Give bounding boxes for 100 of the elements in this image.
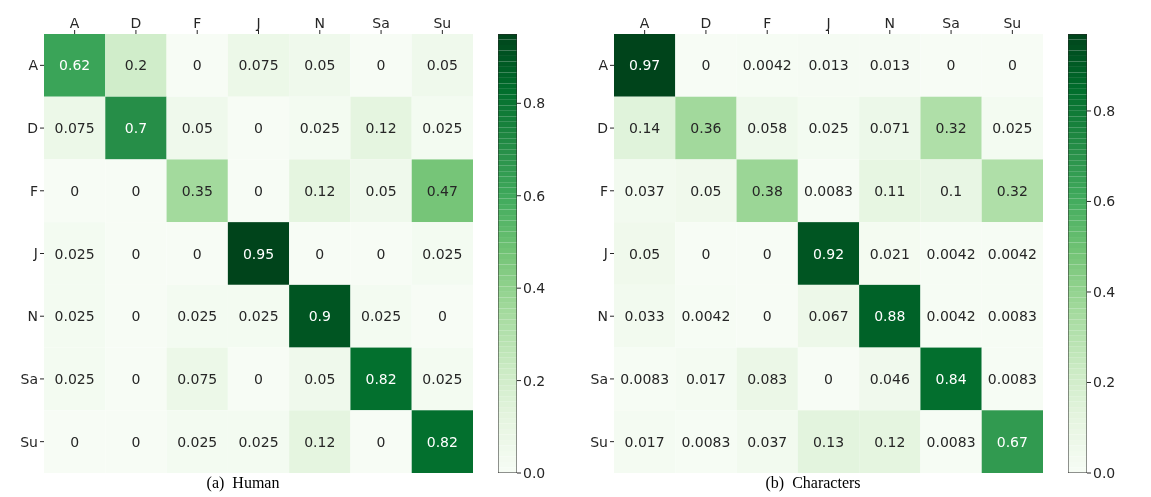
text: (b) Characters	[765, 474, 861, 492]
data-label: 0.97	[629, 57, 661, 74]
data-label: 0.075	[177, 370, 218, 387]
y-tick-label: F	[29, 182, 38, 199]
data-label: 0.013	[869, 57, 910, 74]
data-label: 0	[701, 57, 711, 74]
data-label: 0.0083	[987, 308, 1037, 325]
data-label: 0.11	[874, 182, 906, 199]
color-bar-label: 0.8	[523, 95, 546, 112]
data-label: 0.05	[426, 57, 458, 74]
data-label: 0.12	[304, 182, 336, 199]
data-label: 0.05	[181, 120, 213, 137]
data-label: 0.12	[365, 120, 397, 137]
data-label: 0.0083	[926, 433, 976, 450]
data-label: 0	[376, 433, 386, 450]
x-tick-label: A	[639, 15, 650, 31]
data-label: 0.0042	[926, 245, 976, 262]
x-tick-label: N	[314, 15, 326, 31]
data-label: 0.88	[874, 308, 906, 325]
data-label: 0	[254, 120, 263, 137]
color-bar-label: 0.0	[1093, 464, 1116, 481]
y-tick-label: D	[27, 120, 38, 137]
data-label: 0.0042	[742, 57, 792, 74]
data-label: 0	[254, 370, 263, 387]
color-bar-label: 0.4	[523, 280, 546, 297]
data-label: 0.0042	[926, 308, 976, 325]
data-label: 0.025	[422, 370, 463, 387]
data-label: 0.025	[177, 308, 218, 325]
x-tick-label: F	[193, 15, 202, 31]
data-label: 0	[131, 245, 141, 262]
x-tick-label: Su	[1003, 15, 1022, 31]
data-label: 0.013	[808, 57, 849, 74]
y-tick-label: Su	[590, 433, 608, 450]
y-tick-label: A	[598, 57, 609, 74]
data-label: 0.083	[747, 370, 788, 387]
data-label: 0	[254, 182, 263, 199]
data-label: 0.025	[992, 120, 1033, 137]
data-label: 0.021	[869, 245, 910, 262]
data-label: 0.025	[361, 308, 402, 325]
color-bar-label: 0.4	[1093, 283, 1116, 300]
data-label: 0.0083	[804, 182, 853, 199]
color-bar-label: 0.6	[523, 187, 546, 204]
data-label: 0.67	[996, 433, 1028, 450]
data-label: 0.7	[124, 120, 148, 137]
data-label: 0.05	[304, 370, 336, 387]
data-label: 0	[131, 308, 141, 325]
data-label: 0.025	[299, 120, 340, 137]
color-bar-label: 0.0	[523, 464, 546, 481]
data-label: 0.05	[304, 57, 336, 74]
data-label: 0.12	[304, 433, 336, 450]
data-label: 0	[192, 245, 202, 262]
x-tick-label: A	[69, 15, 80, 31]
y-tick-label: N	[597, 308, 608, 325]
data-label: 0.0083	[620, 370, 670, 387]
data-label: 0.025	[238, 433, 279, 450]
data-label: 0	[70, 182, 80, 199]
data-label: 0.037	[624, 182, 665, 199]
data-label: 0.62	[59, 57, 91, 74]
data-label: 0	[762, 245, 772, 262]
data-label: 0.025	[422, 245, 463, 262]
data-label: 0.033	[624, 308, 665, 325]
data-label: 0	[437, 308, 447, 325]
data-label: 0.071	[869, 120, 910, 137]
data-label: 0	[70, 433, 80, 450]
y-tick-label: N	[27, 308, 38, 325]
data-label: 0.1	[939, 182, 963, 199]
data-label: 0.075	[238, 57, 279, 74]
data-label: 0.13	[812, 433, 845, 450]
data-label: 0.058	[747, 120, 788, 137]
data-label: 0	[131, 433, 141, 450]
data-label: 0	[376, 57, 386, 74]
y-tick-label: Sa	[590, 370, 608, 387]
data-label: 0.037	[747, 433, 788, 450]
data-label: 0.017	[624, 433, 665, 450]
data-label: 0.95	[242, 245, 275, 262]
y-tick-label: Sa	[20, 370, 38, 387]
x-tick-label: N	[884, 15, 896, 31]
y-tick-label: A	[28, 57, 39, 74]
data-label: 0.067	[808, 308, 849, 325]
data-label: 0	[1007, 57, 1017, 74]
y-tick-label: J	[32, 245, 38, 262]
y-tick-label: J	[602, 245, 608, 262]
data-label: 0.82	[365, 370, 397, 387]
x-tick-label: Sa	[372, 15, 390, 31]
data-label: 0.82	[426, 433, 458, 450]
data-label: 0.025	[54, 245, 95, 262]
x-tick-label: Su	[433, 15, 452, 31]
data-label: 0.9	[308, 308, 331, 325]
y-tick-label: F	[599, 182, 608, 199]
data-label: 0.025	[422, 120, 463, 137]
data-label: 0.025	[54, 370, 95, 387]
data-label: 0.12	[874, 433, 906, 450]
data-label: 0.025	[177, 433, 218, 450]
data-label: 0.025	[54, 308, 95, 325]
data-label: 0.025	[808, 120, 849, 137]
data-label: 0	[946, 57, 956, 74]
data-label: 0	[376, 245, 386, 262]
data-label: 0.05	[629, 245, 661, 262]
data-label: 0.05	[690, 182, 722, 199]
data-label: 0.017	[685, 370, 726, 387]
